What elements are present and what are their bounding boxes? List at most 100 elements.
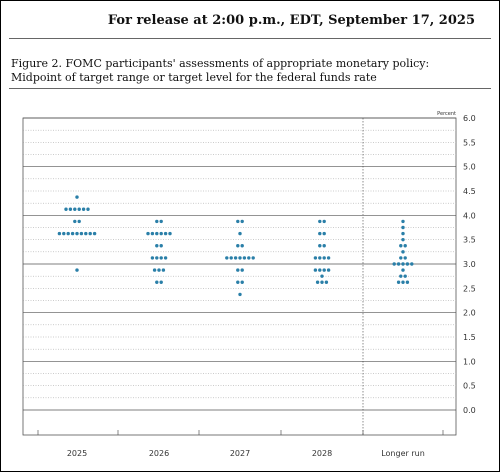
y-tick-label: 2.0 <box>463 309 476 318</box>
participant-dot <box>150 256 155 260</box>
participant-dot <box>84 231 88 236</box>
participant-dot <box>324 280 329 284</box>
participant-dot <box>318 244 322 248</box>
y-tick-label: 5.0 <box>463 163 476 172</box>
participant-dot <box>405 262 410 266</box>
participant-dot <box>57 231 62 236</box>
participant-dot <box>410 262 414 266</box>
participant-dot <box>77 207 81 211</box>
y-tick-label: 3.5 <box>463 236 476 245</box>
participant-dot <box>159 256 163 260</box>
participant-dot <box>320 274 324 278</box>
participant-dot <box>163 256 168 260</box>
participant-dot <box>401 225 405 230</box>
participant-dot <box>399 244 403 248</box>
participant-dot <box>322 219 326 224</box>
y-tick-label: 4.0 <box>463 211 476 220</box>
y-tick-label: 1.5 <box>463 333 476 342</box>
y-tick-label: 3.0 <box>463 260 476 269</box>
participant-dot <box>320 280 324 284</box>
category-label: Longer run <box>381 449 425 458</box>
participant-dot <box>168 231 172 236</box>
participant-dot <box>399 256 403 260</box>
participant-dot <box>236 268 240 272</box>
participant-dot <box>92 231 97 236</box>
participant-dot <box>240 244 244 248</box>
participant-dot <box>73 219 77 224</box>
participant-dot <box>155 231 159 236</box>
participant-dot <box>159 280 163 284</box>
participant-dot <box>233 256 238 260</box>
participant-dot <box>73 207 77 211</box>
participant-dot <box>240 280 244 284</box>
participant-dot <box>75 268 79 272</box>
participant-dot <box>322 268 326 272</box>
y-tick-label: 4.5 <box>463 187 476 196</box>
participant-dot <box>318 231 322 236</box>
participant-dot <box>240 219 244 224</box>
participant-dot <box>157 268 161 272</box>
participant-dot <box>401 237 405 242</box>
participant-dot <box>146 231 150 236</box>
participant-dot <box>238 256 242 260</box>
participant-dot <box>75 195 79 199</box>
y-axis-ticks: 6.0 5.5 5.0 4.5 4.0 3.5 3.0 2.5 2.0 1.5 1.0 0.5 0.0 <box>463 114 476 415</box>
participant-dot <box>326 256 331 260</box>
unit-label: Percent <box>437 111 456 117</box>
participant-dot <box>238 231 242 236</box>
participant-dot <box>401 280 405 284</box>
participant-dot <box>88 231 92 236</box>
y-tick-label: 0.0 <box>463 406 476 415</box>
participant-dot <box>66 231 70 236</box>
grid-lines <box>23 117 456 411</box>
participant-dot <box>403 256 407 260</box>
participant-dot <box>313 256 318 260</box>
participant-dot <box>155 219 159 224</box>
participant-dot <box>77 219 81 224</box>
participant-dot <box>75 231 79 236</box>
participant-dots <box>57 195 414 297</box>
category-label: 2025 <box>67 449 87 458</box>
category-labels: 2025 2026 2027 2028 Longer run <box>67 449 425 458</box>
participant-dot <box>161 268 166 272</box>
participant-dot <box>155 256 159 260</box>
participant-dot <box>313 268 318 272</box>
participant-dot <box>401 262 405 266</box>
participant-dot <box>399 274 403 278</box>
participant-dot <box>159 219 163 224</box>
participant-dot <box>150 231 155 236</box>
participant-dot <box>79 231 84 236</box>
participant-dot <box>238 292 242 297</box>
participant-dot <box>64 207 68 211</box>
participant-dot <box>155 244 159 248</box>
participant-dot <box>403 274 407 278</box>
y-tick-label: 1.0 <box>463 357 476 366</box>
figure-caption: Figure 2. FOMC participants' assessments… <box>11 57 430 84</box>
y-tick-label: 2.5 <box>463 284 476 293</box>
participant-dot <box>405 280 410 284</box>
participant-dot <box>318 219 322 224</box>
participant-dot <box>401 231 405 236</box>
participant-dot <box>396 280 401 284</box>
category-label: 2026 <box>149 449 169 458</box>
participant-dot <box>403 244 407 248</box>
participant-dot <box>242 256 247 260</box>
header-divider <box>9 38 491 39</box>
participant-dot <box>159 231 163 236</box>
participant-dot <box>236 219 240 224</box>
participant-dot <box>236 244 240 248</box>
participant-dot <box>163 231 168 236</box>
participant-dot <box>392 262 396 266</box>
participant-dot <box>70 231 75 236</box>
participant-dot <box>396 262 401 266</box>
participant-dot <box>62 231 66 236</box>
y-tick-label: 6.0 <box>463 114 476 123</box>
category-label: 2027 <box>230 449 250 458</box>
participant-dot <box>322 231 326 236</box>
caption-divider <box>9 88 491 89</box>
participant-dot <box>152 268 157 272</box>
x-axis-ticks <box>37 430 444 435</box>
participant-dot <box>401 219 405 224</box>
participant-dot <box>322 244 326 248</box>
